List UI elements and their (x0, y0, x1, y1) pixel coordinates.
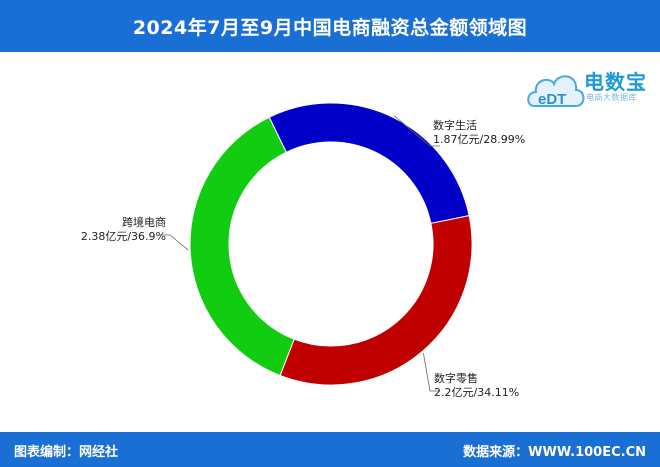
logo-subtitle: 电商大数据库 (586, 93, 637, 102)
donut-slice-2 (279, 214, 473, 386)
logo-mark: eDT (538, 91, 566, 108)
leader-line-3 (160, 234, 189, 251)
leader-line-1 (393, 115, 440, 147)
slice-label-value-3: 2.38亿元/36.9% (81, 230, 166, 243)
donut-slice-3 (189, 116, 295, 377)
footer-credit: 图表编制：网经社 (14, 445, 119, 460)
slice-label-value-2: 2.2亿元/34.11% (434, 386, 519, 399)
logo: eDT 电数宝 电商大数据库 (524, 60, 654, 116)
slice-label-name-1: 数字生活 (433, 118, 477, 132)
leader-line-2 (422, 353, 440, 392)
slice-label-value-1: 1.87亿元/28.99% (433, 133, 525, 146)
chart-title: 2024年7月至9月中国电商融资总金额领域图 (132, 16, 528, 39)
cloud-edt-logo-icon: eDT (527, 75, 585, 108)
footer-source: 数据来源：WWW.100EC.CN (463, 445, 646, 460)
slice-label-name-2: 数字零售 (434, 371, 478, 385)
logo-brand: 电数宝 (584, 70, 647, 94)
slice-label-name-3: 跨境电商 (122, 215, 166, 229)
footer-bar: 图表编制：网经社 数据来源：WWW.100EC.CN (0, 432, 660, 467)
header-bar: 2024年7月至9月中国电商融资总金额领域图 (0, 0, 660, 52)
